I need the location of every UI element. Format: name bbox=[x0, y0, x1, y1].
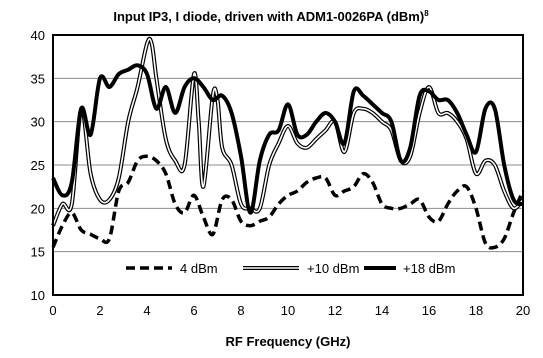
series-line-2 bbox=[51, 63, 524, 215]
legend-item-2: +18 dBm bbox=[364, 261, 455, 276]
series-line-1 bbox=[51, 36, 525, 227]
y-tick-label: 35 bbox=[31, 71, 45, 86]
legend-label: +18 dBm bbox=[403, 261, 455, 276]
x-tick-label: 10 bbox=[281, 303, 295, 318]
x-tick-label: 6 bbox=[190, 303, 197, 318]
plot-frame bbox=[52, 34, 524, 296]
series-line-inner bbox=[52, 37, 524, 227]
chart-title: Input IP3, I diode, driven with ADM1-002… bbox=[113, 9, 429, 24]
legend-item-1: +10 dBm bbox=[243, 261, 359, 276]
x-tick-label: 14 bbox=[375, 303, 389, 318]
x-tick-label: 16 bbox=[422, 303, 436, 318]
legend-label: +10 dBm bbox=[307, 261, 359, 276]
series-line-stroke bbox=[51, 154, 525, 250]
x-tick-label: 0 bbox=[49, 303, 56, 318]
chart-title-superscript: 8 bbox=[424, 9, 429, 18]
legend: 4 dBm +10 dBm +18 dBm bbox=[126, 261, 455, 276]
y-tick-label: 10 bbox=[31, 288, 45, 303]
x-tick-label: 8 bbox=[237, 303, 244, 318]
x-tick-label: 2 bbox=[96, 303, 103, 318]
chart-title-text: Input IP3, I diode, driven with ADM1-002… bbox=[113, 9, 424, 24]
legend-label: 4 dBm bbox=[180, 261, 218, 276]
y-tick-label: 30 bbox=[31, 115, 45, 130]
series-line-outer bbox=[51, 36, 525, 227]
axis-ticks: 10 15 20 25 30 35 40 0 2 4 6 8 10 12 14 16 18 20 bbox=[31, 28, 531, 318]
legend-item-0: 4 dBm bbox=[126, 261, 218, 276]
x-tick-label: 18 bbox=[469, 303, 483, 318]
series-line-stroke bbox=[51, 63, 524, 215]
y-tick-label: 20 bbox=[31, 201, 45, 216]
x-tick-label: 20 bbox=[516, 303, 530, 318]
x-tick-label: 12 bbox=[328, 303, 342, 318]
y-tick-label: 40 bbox=[31, 28, 45, 43]
y-tick-label: 15 bbox=[31, 245, 45, 260]
x-tick-label: 4 bbox=[143, 303, 150, 318]
series-lines bbox=[51, 36, 525, 250]
x-axis-label: RF Frequency (GHz) bbox=[226, 334, 351, 349]
y-tick-label: 25 bbox=[31, 158, 45, 173]
series-line-0 bbox=[51, 154, 525, 250]
gridlines bbox=[53, 77, 523, 253]
